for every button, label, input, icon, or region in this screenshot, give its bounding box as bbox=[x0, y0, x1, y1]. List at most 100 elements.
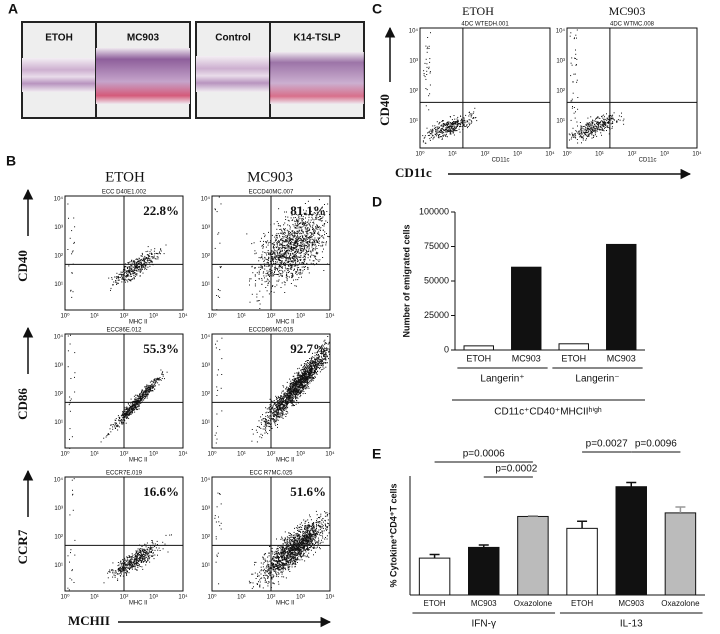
flow-dot bbox=[279, 407, 281, 409]
flow-dot bbox=[121, 423, 123, 425]
flow-dot bbox=[140, 548, 142, 550]
flow-dot bbox=[118, 567, 120, 569]
flow-dot bbox=[286, 273, 288, 275]
flow-dot bbox=[313, 256, 315, 258]
flow-dot bbox=[290, 390, 292, 392]
flow-dot bbox=[267, 583, 269, 585]
flow-dot bbox=[310, 372, 312, 374]
flow-dot bbox=[145, 388, 147, 390]
flow-dot bbox=[305, 252, 307, 254]
flow-dot bbox=[297, 380, 299, 382]
flow-dot bbox=[284, 409, 286, 411]
flow-dot bbox=[277, 280, 279, 282]
flow-dot bbox=[291, 256, 293, 258]
flow-dot bbox=[142, 556, 144, 558]
flow-dot bbox=[150, 385, 152, 387]
flow-dot bbox=[309, 232, 311, 234]
flow-dot bbox=[274, 272, 275, 273]
flow-dot bbox=[110, 431, 112, 433]
flow-dot bbox=[115, 276, 117, 278]
flow-dot bbox=[292, 273, 294, 275]
flow-dot bbox=[302, 366, 304, 368]
flow-dot bbox=[303, 225, 305, 227]
flow-dot bbox=[289, 245, 291, 247]
flow-dot bbox=[315, 358, 317, 360]
flow-dot bbox=[283, 394, 285, 396]
flow-dot bbox=[275, 255, 277, 257]
flow-dot bbox=[325, 352, 327, 354]
flow-dot bbox=[285, 241, 287, 243]
flow-dot bbox=[153, 379, 155, 381]
flow-dot bbox=[296, 246, 297, 248]
flow-dot bbox=[305, 239, 307, 241]
flow-dot bbox=[134, 559, 136, 560]
flow-dot bbox=[310, 363, 312, 365]
flow-dot bbox=[314, 370, 316, 372]
flow-dot bbox=[287, 397, 289, 399]
flow-dot bbox=[303, 371, 305, 373]
flow-dot bbox=[284, 252, 286, 254]
flow-dot bbox=[297, 259, 298, 261]
flow-dot bbox=[307, 373, 309, 375]
flow-dot bbox=[124, 572, 126, 574]
flow-dot bbox=[297, 368, 299, 370]
flow-dot bbox=[117, 565, 119, 567]
flow-dot bbox=[307, 367, 309, 369]
flow-dot bbox=[327, 221, 328, 223]
flow-dot bbox=[304, 256, 306, 258]
flow-dot bbox=[290, 243, 292, 245]
flow-dot bbox=[73, 582, 75, 583]
flow-dot bbox=[127, 410, 128, 412]
flow-dot bbox=[144, 397, 146, 399]
flow-dot bbox=[133, 562, 135, 564]
flow-dot bbox=[128, 275, 130, 277]
flow-dot bbox=[304, 378, 305, 380]
flow-dot bbox=[147, 389, 149, 391]
flow-dot bbox=[152, 542, 154, 544]
flow-dot bbox=[317, 367, 319, 368]
flow-dot bbox=[295, 261, 297, 263]
flow-dot bbox=[274, 250, 276, 252]
flow-dot bbox=[274, 267, 276, 269]
flow-dot bbox=[282, 256, 284, 258]
flow-dot bbox=[321, 347, 323, 349]
flow-dot bbox=[262, 258, 264, 260]
flow-dot bbox=[128, 556, 130, 558]
flow-dot bbox=[312, 242, 314, 244]
flow-dot bbox=[288, 398, 290, 400]
flow-dot bbox=[300, 241, 302, 243]
flow-dot bbox=[295, 238, 297, 240]
flow-dot bbox=[275, 414, 277, 416]
flow-dot bbox=[272, 412, 274, 414]
flow-dot bbox=[309, 239, 311, 241]
flow-dot bbox=[321, 361, 323, 363]
flow-dot bbox=[264, 256, 266, 258]
flow-dot bbox=[319, 526, 320, 528]
flow-dot bbox=[133, 561, 135, 563]
flow-dot bbox=[276, 247, 277, 249]
flow-dot bbox=[275, 267, 277, 269]
flow-dot bbox=[316, 252, 318, 254]
flow-dot bbox=[304, 227, 306, 229]
flow-dot bbox=[140, 402, 142, 404]
flow-dot bbox=[283, 406, 285, 408]
flow-dot bbox=[131, 563, 133, 565]
flow-dot bbox=[321, 353, 323, 355]
x-log-tick: 10² bbox=[120, 452, 129, 458]
flow-dot bbox=[296, 230, 298, 232]
file-label: ECCD86MC.015 bbox=[249, 328, 294, 334]
flow-dot bbox=[279, 245, 281, 246]
flow-dot bbox=[307, 366, 309, 368]
flow-dot bbox=[295, 232, 297, 234]
flow-dot bbox=[307, 242, 309, 244]
flow-dot bbox=[301, 368, 303, 370]
flow-dot bbox=[289, 400, 291, 402]
flow-dot bbox=[292, 253, 294, 255]
flow-dot bbox=[148, 555, 149, 557]
flow-dot bbox=[296, 244, 298, 246]
flow-dot bbox=[299, 393, 301, 395]
flow-dot bbox=[128, 409, 130, 411]
flow-dot bbox=[314, 372, 316, 374]
flow-dot bbox=[263, 243, 264, 245]
flow-dot bbox=[268, 265, 270, 267]
